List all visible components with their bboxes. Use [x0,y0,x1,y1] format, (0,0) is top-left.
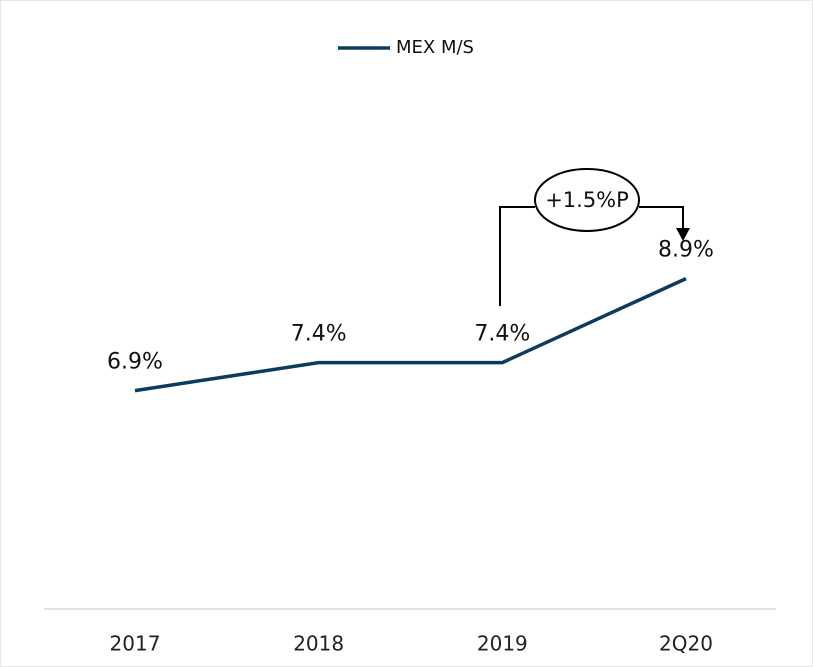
x-tick-label: 2018 [293,632,344,656]
x-tick-label: 2017 [110,632,161,656]
value-label: 7.4% [474,322,530,347]
annotation-ellipse [534,168,640,232]
legend-label: MEX M/S [396,37,474,58]
value-label: 8.9% [658,238,714,263]
x-tick-label: 2Q20 [659,632,713,656]
data-line [134,277,687,393]
annotation-arrowhead [676,228,690,241]
value-label: 7.4% [291,322,347,347]
value-label: 6.9% [107,350,163,375]
annotation-text: +1.5%P [545,188,629,212]
x-tick-label: 2019 [477,632,528,656]
bracket-left [499,206,535,306]
annotation-bracket [499,168,684,306]
bracket-right [639,206,684,228]
